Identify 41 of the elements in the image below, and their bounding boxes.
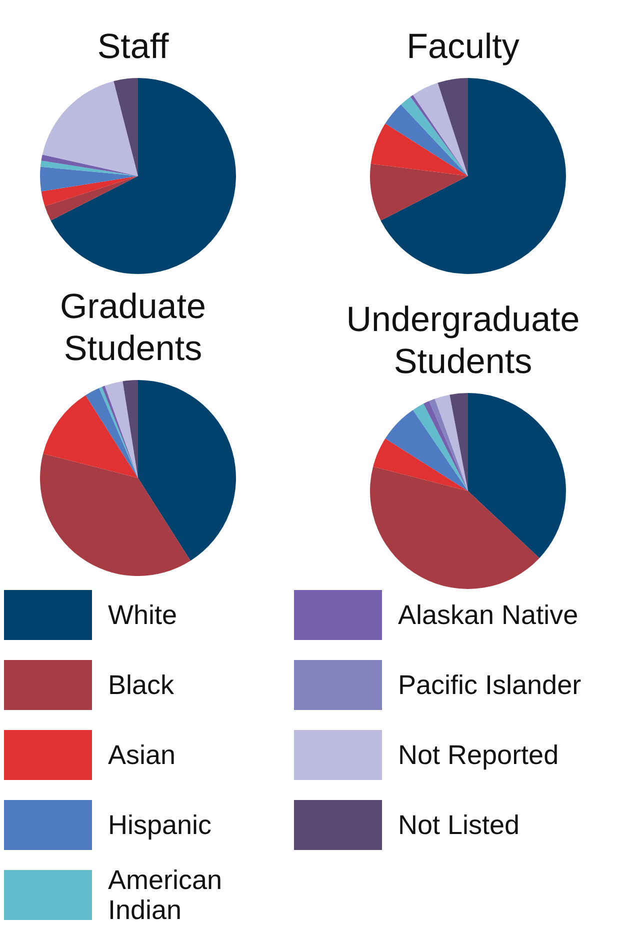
pie-slice [370, 164, 468, 220]
pie-slice [385, 410, 468, 491]
pie-slice [380, 78, 566, 274]
chart-title: Faculty [406, 26, 520, 68]
pie-slice [412, 82, 468, 176]
chart-title: Graduate Students [59, 286, 207, 370]
legend-label: Asian [108, 740, 177, 770]
pie-slice [373, 438, 468, 491]
pie-slice [122, 380, 138, 478]
pie-slice [40, 160, 138, 176]
legend-label: Pacific Islander [398, 670, 582, 700]
pie-slice [43, 395, 138, 478]
pie-slice [41, 176, 138, 206]
chart-title: Undergraduate Students [346, 299, 580, 383]
legend-label: American Indian [108, 865, 224, 925]
pie-slice [410, 94, 468, 176]
pie-slice [412, 404, 468, 491]
pie-slice [434, 394, 468, 491]
pie-slice [385, 104, 468, 176]
legend-label: Not Listed [398, 810, 521, 840]
pie-slice [370, 466, 540, 589]
pie-slice [450, 393, 468, 491]
pie-slice [42, 81, 138, 176]
legend-label: White [108, 600, 178, 630]
pie-slice [438, 78, 468, 176]
pie-slice [41, 154, 138, 176]
pie-slice [370, 123, 468, 176]
pie-slice [40, 454, 191, 576]
pie-slice [50, 78, 236, 274]
legend-label: Alaskan Native [398, 600, 580, 630]
chart-title: Staff [96, 26, 170, 68]
pie-slice [44, 176, 138, 220]
pie-slice [468, 393, 566, 558]
legend-label: Hispanic [108, 810, 213, 840]
legend-label: Black [108, 670, 176, 700]
legend-label: Not Reported [398, 740, 560, 770]
pie-slice [40, 166, 138, 192]
pie-slice [114, 78, 138, 176]
pie-slice [85, 388, 138, 478]
pie-slice [400, 96, 468, 176]
pie-slice [138, 380, 236, 561]
